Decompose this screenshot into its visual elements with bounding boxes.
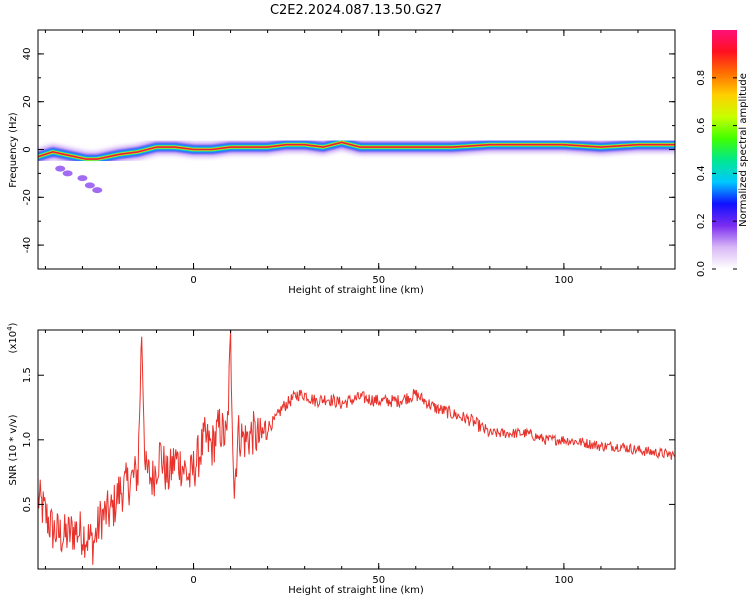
colorbar: 0.0 0.2 0.4 0.6 0.8 Normalized spectral ampl…: [696, 30, 749, 277]
colorbar-ticks: 0.0 0.2 0.4 0.6 0.8: [696, 70, 737, 277]
colorbar-tick-label-2: 0.4: [696, 165, 707, 181]
snr-multiplier-base: (x10: [8, 331, 19, 354]
spectrogram-y-ticks: -40 -20 0 20 40: [22, 29, 675, 270]
spectrogram-x-axis-label: Height of straight line (km): [288, 285, 424, 296]
spectrogram-scatter-blob: [55, 165, 66, 172]
colorbar-tick-label-4: 0.8: [696, 70, 707, 86]
snr-y-tick-label-0: 0.5: [22, 496, 33, 512]
snr-x-ticks: 0 50 100: [44, 330, 676, 586]
snr-x-tick-label-0: 0: [190, 575, 196, 586]
spectrogram-heat-layer: [38, 134, 675, 194]
snr-y-axis-label: SNR (10 * v/v): [8, 414, 19, 485]
svg-text:(x104): (x104): [6, 322, 19, 353]
spectrogram-y-tick-label-2: 0: [22, 146, 33, 152]
snr-y-ticks: 0.5 1.0 1.5: [22, 367, 675, 512]
snr-y-tick-label-2: 1.5: [22, 367, 33, 383]
snr-x-tick-label-1: 50: [372, 575, 385, 586]
colorbar-label: Normalized spectral amplitude: [738, 73, 749, 227]
spectrogram-y-tick-label-3: 20: [22, 95, 33, 108]
spectrogram-scatter-blob: [84, 182, 95, 189]
spectrogram-panel: 0 50 100 -40 -20 0 20 40 Height of straight li…: [8, 29, 676, 296]
spectrogram-scatter-blob: [77, 175, 88, 182]
snr-panel: 0 50 100 0.5 1.0 1.5 Height of straight line…: [6, 322, 676, 596]
snr-x-tick-label-2: 100: [554, 575, 573, 586]
colorbar-gradient: [712, 30, 737, 269]
snr-multiplier-label: (x104): [6, 322, 19, 353]
spectrogram-y-tick-label-0: -40: [22, 237, 33, 253]
spectrogram-x-ticks: 0 50 100: [44, 30, 676, 286]
snr-frame: [37, 329, 676, 570]
snr-series-line: [38, 330, 675, 565]
snr-frame-bg: [38, 330, 675, 569]
colorbar-tick-label-0: 0.0: [696, 261, 707, 277]
spectrogram-y-tick-label-1: -20: [22, 189, 33, 205]
spectrogram-x-tick-label-1: 50: [372, 275, 385, 286]
snr-y-tick-label-1: 1.0: [22, 432, 33, 448]
figure-title: C2E2.2024.087.13.50.G27: [270, 3, 442, 18]
spectrogram-y-tick-label-4: 40: [22, 48, 33, 61]
snr-multiplier-exp: 4: [6, 326, 14, 331]
spectrogram-scatter-blob: [62, 170, 73, 177]
spectrogram-scatter-blob: [92, 187, 103, 194]
colorbar-tick-label-1: 0.2: [696, 213, 707, 229]
ridge-band-6: [38, 141, 675, 160]
spectrogram-x-tick-label-0: 0: [190, 275, 196, 286]
colorbar-tick-label-3: 0.6: [696, 118, 707, 134]
spectrogram-x-tick-label-2: 100: [554, 275, 573, 286]
spectrogram-y-axis-label: Frequency (Hz): [8, 112, 19, 188]
snr-x-axis-label: Height of straight line (km): [288, 585, 424, 596]
